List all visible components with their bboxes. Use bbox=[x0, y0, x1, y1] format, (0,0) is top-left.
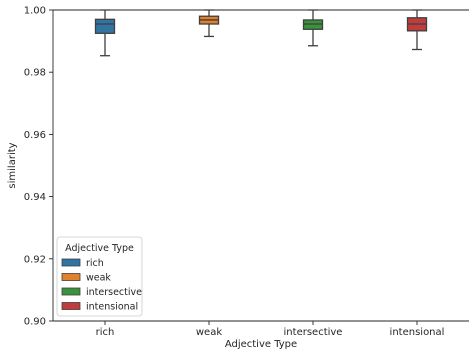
box-weak bbox=[198, 9, 220, 38]
legend-frame bbox=[56, 236, 143, 317]
legend-label: intersective bbox=[86, 287, 142, 298]
legend-label: intensional bbox=[86, 302, 138, 313]
iqr-box bbox=[94, 18, 116, 34]
y-tick-label: 0.96 bbox=[24, 130, 46, 141]
x-tick-label: weak bbox=[196, 327, 222, 338]
legend-swatch bbox=[61, 258, 81, 267]
legend-label: weak bbox=[86, 273, 111, 284]
y-tick-label: 1.00 bbox=[24, 6, 46, 17]
box-group bbox=[94, 9, 428, 57]
x-tick-label: intersective bbox=[284, 327, 343, 338]
legend: Adjective Type rich weak intersective intens… bbox=[56, 236, 143, 317]
x-tick-label: rich bbox=[96, 327, 115, 338]
legend-swatch bbox=[61, 287, 81, 296]
legend-label: rich bbox=[86, 258, 104, 269]
axes: 0.90 0.92 0.94 0.96 0.98 1.00 rich weak intersec… bbox=[24, 6, 469, 338]
legend-swatch bbox=[61, 273, 81, 281]
legend-title: Adjective Type bbox=[65, 243, 134, 254]
legend-item-intersective: intersective bbox=[61, 287, 142, 298]
legend-item-intensional: intensional bbox=[61, 302, 138, 313]
legend-item-rich: rich bbox=[61, 258, 104, 269]
y-tick-label: 0.94 bbox=[24, 192, 46, 203]
y-tick-label: 0.90 bbox=[24, 317, 46, 328]
box-intensional bbox=[406, 9, 428, 51]
legend-item-weak: weak bbox=[61, 273, 111, 284]
box-intersective bbox=[302, 9, 324, 47]
y-tick-label: 0.98 bbox=[24, 68, 46, 79]
y-tick-label: 0.92 bbox=[24, 254, 46, 265]
legend-swatch bbox=[61, 302, 81, 310]
box-rich bbox=[94, 9, 116, 57]
x-axis-label: Adjective Type bbox=[225, 339, 297, 350]
x-tick-label: intensional bbox=[390, 327, 445, 338]
y-axis-label: similarity bbox=[7, 142, 18, 188]
